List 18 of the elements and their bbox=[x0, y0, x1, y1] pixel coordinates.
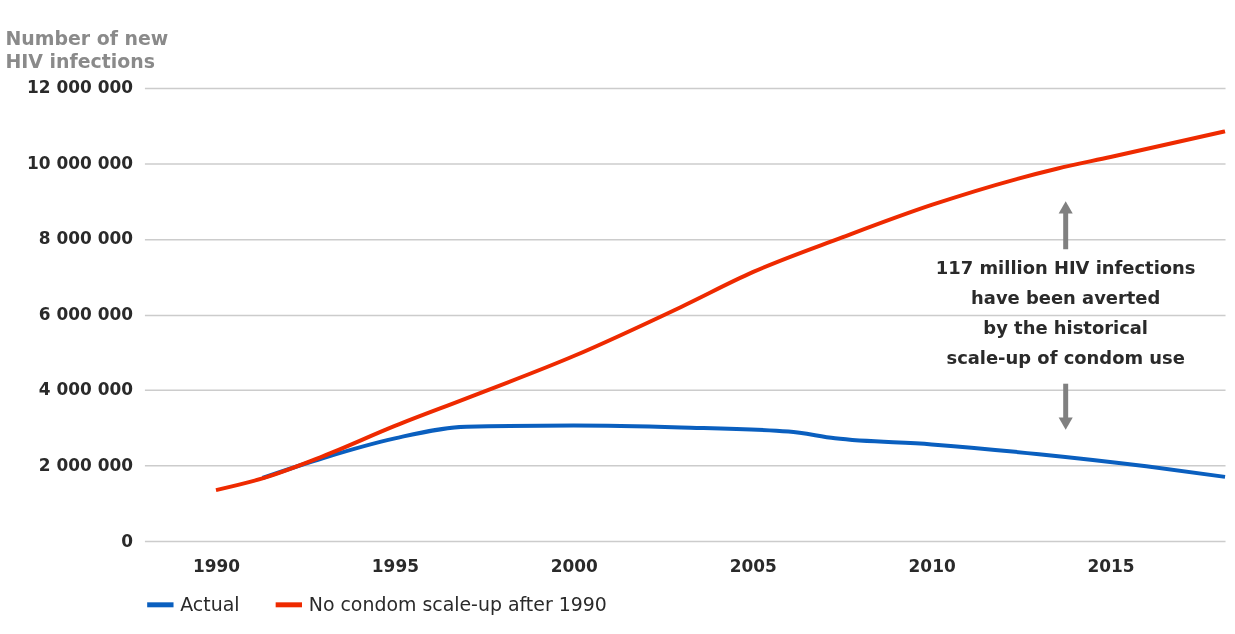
x-tick-label: 1995 bbox=[371, 556, 419, 577]
y-tick-label: 8 000 000 bbox=[38, 228, 133, 249]
y-tick-label: 0 bbox=[121, 530, 133, 551]
legend-label: Actual bbox=[180, 592, 240, 615]
y-tick-label: 10 000 000 bbox=[26, 152, 133, 173]
legend-label: No condom scale-up after 1990 bbox=[308, 592, 607, 615]
y-axis-title: Number of new HIV infections bbox=[5, 26, 169, 73]
x-tick-label: 2015 bbox=[1087, 556, 1135, 577]
x-tick-label: 2010 bbox=[908, 556, 956, 577]
x-tick-label: 2000 bbox=[550, 556, 598, 577]
line-series bbox=[213, 129, 1228, 493]
y-tick-label: 4 000 000 bbox=[38, 379, 133, 400]
annotation: 117 million HIV infections have been averted by the historical scale-up of condom use bbox=[935, 257, 1196, 368]
x-tick-label: 2005 bbox=[729, 556, 777, 577]
y-tick-label: 12 000 000 bbox=[26, 77, 133, 98]
y-tick-label: 6 000 000 bbox=[38, 303, 133, 324]
y-tick-label: 2 000 000 bbox=[38, 455, 133, 476]
x-tick-label: 1990 bbox=[192, 556, 241, 577]
